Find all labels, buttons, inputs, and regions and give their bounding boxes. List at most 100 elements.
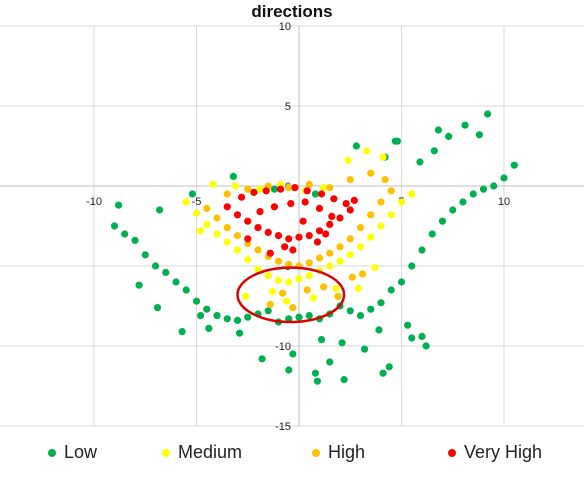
data-point — [346, 307, 354, 315]
data-point — [484, 110, 492, 118]
data-point — [223, 224, 231, 232]
data-point — [299, 217, 307, 225]
data-point — [367, 305, 375, 313]
data-point — [244, 217, 252, 225]
data-point — [361, 345, 369, 353]
data-point — [244, 313, 252, 321]
data-point — [418, 246, 426, 254]
data-point — [315, 204, 324, 212]
data-point — [121, 230, 129, 238]
legend-label: Very High — [464, 442, 543, 462]
data-point — [305, 272, 313, 280]
data-point — [500, 174, 508, 182]
data-point — [363, 147, 371, 155]
data-point — [264, 228, 272, 236]
data-point — [336, 214, 344, 222]
data-point — [285, 235, 293, 243]
data-point — [350, 196, 358, 204]
data-point — [317, 190, 326, 198]
legend-label: High — [328, 442, 366, 462]
data-point — [305, 312, 313, 320]
data-point — [490, 182, 498, 190]
data-point — [274, 276, 283, 284]
data-point — [244, 185, 252, 193]
data-point — [131, 236, 139, 244]
data-point — [203, 204, 211, 212]
data-point — [281, 243, 289, 251]
data-point — [342, 200, 350, 208]
data-point — [322, 230, 330, 238]
data-point — [285, 366, 293, 374]
data-point — [346, 235, 354, 243]
data-point — [438, 217, 447, 225]
highlight-ellipse — [236, 266, 346, 324]
data-point — [326, 249, 334, 257]
data-point — [352, 142, 360, 150]
data-point — [479, 185, 488, 193]
data-point — [326, 184, 334, 192]
data-point — [279, 289, 287, 297]
data-point — [151, 262, 160, 270]
data-point — [295, 233, 303, 241]
data-point — [336, 257, 344, 265]
data-point — [434, 126, 442, 134]
data-point — [469, 190, 477, 198]
data-point — [233, 232, 242, 240]
data-point — [397, 278, 406, 286]
data-point — [354, 284, 363, 292]
data-point — [334, 292, 342, 300]
data-point — [289, 304, 297, 312]
legend: Low Medium High Very High — [0, 440, 584, 470]
data-point — [254, 224, 262, 232]
data-point — [377, 299, 385, 307]
data-point — [264, 307, 272, 315]
data-point — [459, 198, 467, 206]
data-point — [346, 251, 354, 259]
data-point — [387, 286, 395, 294]
data-point — [291, 184, 299, 192]
series-very-high — [223, 184, 358, 257]
data-point — [274, 232, 283, 240]
data-point — [303, 286, 311, 294]
data-point — [385, 363, 393, 371]
data-point — [233, 211, 242, 219]
data-point — [387, 187, 395, 195]
data-point — [213, 230, 221, 238]
x-tick-label: -5 — [192, 196, 202, 208]
data-point — [182, 286, 190, 294]
data-point — [311, 190, 319, 198]
data-point — [172, 278, 180, 286]
data-point — [428, 230, 436, 238]
data-point — [289, 246, 297, 254]
data-point — [264, 272, 272, 280]
data-point — [254, 265, 262, 273]
data-point — [356, 243, 365, 251]
data-point — [244, 235, 252, 243]
data-point — [367, 169, 375, 177]
data-point — [153, 304, 162, 312]
data-point — [356, 224, 365, 232]
y-tick-label: -10 — [275, 341, 291, 353]
data-point — [379, 369, 387, 377]
legend-label: Medium — [178, 442, 243, 462]
data-point — [213, 312, 221, 320]
data-point — [461, 121, 469, 129]
data-point — [313, 377, 322, 385]
x-tick-label: 10 — [498, 196, 510, 208]
data-point — [301, 198, 309, 206]
data-point — [258, 355, 266, 363]
data-point — [317, 336, 326, 344]
data-point — [270, 185, 278, 193]
data-point — [305, 259, 313, 267]
data-point — [110, 222, 119, 230]
data-point — [475, 131, 483, 139]
data-point — [330, 195, 338, 203]
data-point — [209, 180, 217, 188]
x-tick-label: -10 — [86, 196, 102, 208]
data-point — [283, 297, 291, 305]
legend-marker — [448, 448, 456, 457]
data-point — [223, 203, 231, 211]
data-point — [295, 275, 303, 283]
data-point — [135, 281, 143, 289]
data-point — [250, 188, 258, 196]
